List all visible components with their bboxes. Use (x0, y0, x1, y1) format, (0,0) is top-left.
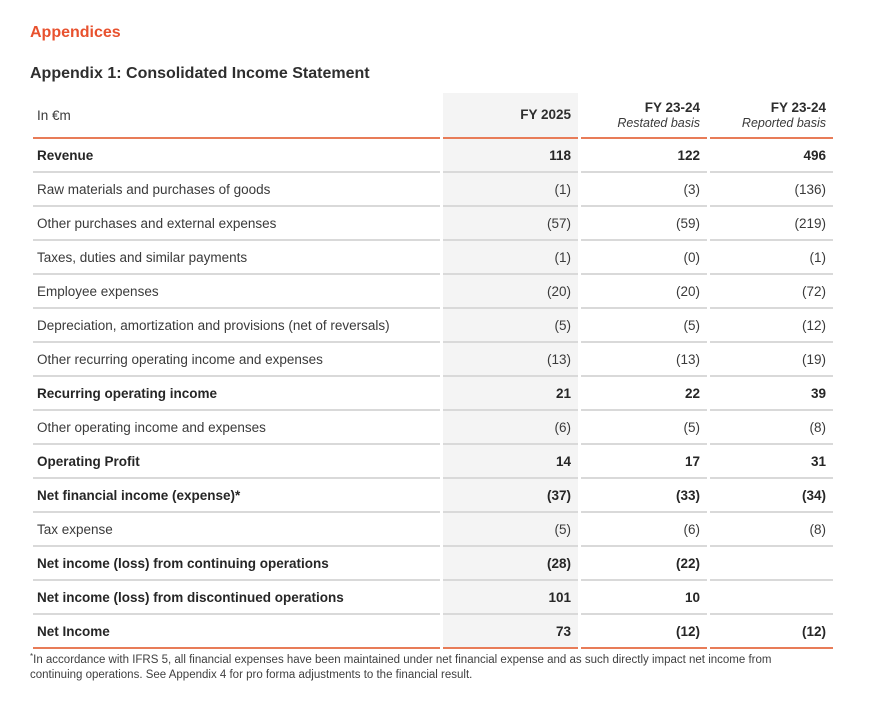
table-row: Net income (loss) from discontinued oper… (33, 581, 833, 615)
column-header-sublabel: Reported basis (741, 115, 826, 130)
column-header-fy2324-reported: FY 23-24 Reported basis (710, 93, 833, 139)
unit-label: In €m (33, 93, 440, 139)
table-row: Net financial income (expense)* (37) (33… (33, 479, 833, 513)
table-row: Employee expenses (20) (20) (72) (33, 275, 833, 309)
cell-fy2324-restated: (3) (581, 173, 707, 207)
cell-fy2324-reported: (136) (710, 173, 833, 207)
table-row: Other recurring operating income and exp… (33, 343, 833, 377)
row-label: Net financial income (expense)* (33, 479, 440, 513)
cell-fy2025: (20) (443, 275, 578, 309)
table-row: Net income (loss) from continuing operat… (33, 547, 833, 581)
row-label: Depreciation, amortization and provision… (33, 309, 440, 343)
table-row: Net Income 73 (12) (12) (33, 615, 833, 649)
cell-fy2324-reported: (219) (710, 207, 833, 241)
income-statement-table: In €m FY 2025 FY 23-24 Restated basis FY… (30, 93, 836, 649)
table-row: Recurring operating income 21 22 39 (33, 377, 833, 411)
cell-fy2324-restated: (5) (581, 411, 707, 445)
row-label: Employee expenses (33, 275, 440, 309)
column-header-fy2324-restated: FY 23-24 Restated basis (581, 93, 707, 139)
cell-fy2324-reported (710, 581, 833, 615)
cell-fy2025: (37) (443, 479, 578, 513)
page-title: Appendix 1: Consolidated Income Statemen… (30, 65, 370, 82)
cell-fy2025: (5) (443, 309, 578, 343)
cell-fy2025: (13) (443, 343, 578, 377)
column-header-sublabel: Restated basis (617, 115, 700, 130)
section-title: Appendices (30, 24, 121, 41)
cell-fy2324-restated: 10 (581, 581, 707, 615)
cell-fy2324-restated: 122 (581, 139, 707, 173)
table-row: Other purchases and external expenses (5… (33, 207, 833, 241)
footnote-marker: * (30, 652, 34, 661)
column-header-label: FY 23-24 (644, 100, 700, 116)
cell-fy2025: 73 (443, 615, 578, 649)
cell-fy2025: 14 (443, 445, 578, 479)
table-row: Taxes, duties and similar payments (1) (… (33, 241, 833, 275)
cell-fy2025: 101 (443, 581, 578, 615)
table-row: Raw materials and purchases of goods (1)… (33, 173, 833, 207)
cell-fy2324-restated: (12) (581, 615, 707, 649)
cell-fy2324-reported (710, 547, 833, 581)
row-label: Tax expense (33, 513, 440, 547)
row-label: Operating Profit (33, 445, 440, 479)
cell-fy2324-reported: (72) (710, 275, 833, 309)
cell-fy2324-restated: (20) (581, 275, 707, 309)
cell-fy2025: (28) (443, 547, 578, 581)
row-label: Other operating income and expenses (33, 411, 440, 445)
cell-fy2324-reported: (1) (710, 241, 833, 275)
cell-fy2324-reported: (12) (710, 615, 833, 649)
cell-fy2324-reported: (19) (710, 343, 833, 377)
cell-fy2324-restated: (59) (581, 207, 707, 241)
cell-fy2025: (5) (443, 513, 578, 547)
cell-fy2025: (1) (443, 241, 578, 275)
cell-fy2324-reported: (34) (710, 479, 833, 513)
cell-fy2025: (6) (443, 411, 578, 445)
cell-fy2324-reported: (12) (710, 309, 833, 343)
column-header-label: FY 23-24 (770, 100, 826, 116)
column-header-fy2025: FY 2025 (443, 93, 578, 139)
column-header-label: FY 2025 (520, 107, 571, 123)
cell-fy2324-restated: 17 (581, 445, 707, 479)
cell-fy2025: 21 (443, 377, 578, 411)
cell-fy2324-restated: (33) (581, 479, 707, 513)
cell-fy2324-restated: (6) (581, 513, 707, 547)
table-row: Tax expense (5) (6) (8) (33, 513, 833, 547)
row-label: Net income (loss) from discontinued oper… (33, 581, 440, 615)
cell-fy2324-reported: (8) (710, 411, 833, 445)
cell-fy2324-reported: (8) (710, 513, 833, 547)
row-label: Revenue (33, 139, 440, 173)
table-row: Depreciation, amortization and provision… (33, 309, 833, 343)
cell-fy2025: (57) (443, 207, 578, 241)
table-header-row: In €m FY 2025 FY 23-24 Restated basis FY… (33, 93, 833, 139)
cell-fy2025: 118 (443, 139, 578, 173)
cell-fy2324-reported: 39 (710, 377, 833, 411)
footnote: *In accordance with IFRS 5, all financia… (30, 653, 812, 683)
row-label: Other purchases and external expenses (33, 207, 440, 241)
cell-fy2324-restated: (5) (581, 309, 707, 343)
cell-fy2025: (1) (443, 173, 578, 207)
cell-fy2324-reported: 31 (710, 445, 833, 479)
cell-fy2324-reported: 496 (710, 139, 833, 173)
row-label: Raw materials and purchases of goods (33, 173, 440, 207)
cell-fy2324-restated: (0) (581, 241, 707, 275)
cell-fy2324-restated: (13) (581, 343, 707, 377)
cell-fy2324-restated: 22 (581, 377, 707, 411)
row-label: Other recurring operating income and exp… (33, 343, 440, 377)
row-label: Taxes, duties and similar payments (33, 241, 440, 275)
cell-fy2324-restated: (22) (581, 547, 707, 581)
table-row: Revenue 118 122 496 (33, 139, 833, 173)
footnote-text: In accordance with IFRS 5, all financial… (30, 654, 772, 681)
row-label: Net Income (33, 615, 440, 649)
row-label: Recurring operating income (33, 377, 440, 411)
table-row: Other operating income and expenses (6) … (33, 411, 833, 445)
table-row: Operating Profit 14 17 31 (33, 445, 833, 479)
row-label: Net income (loss) from continuing operat… (33, 547, 440, 581)
